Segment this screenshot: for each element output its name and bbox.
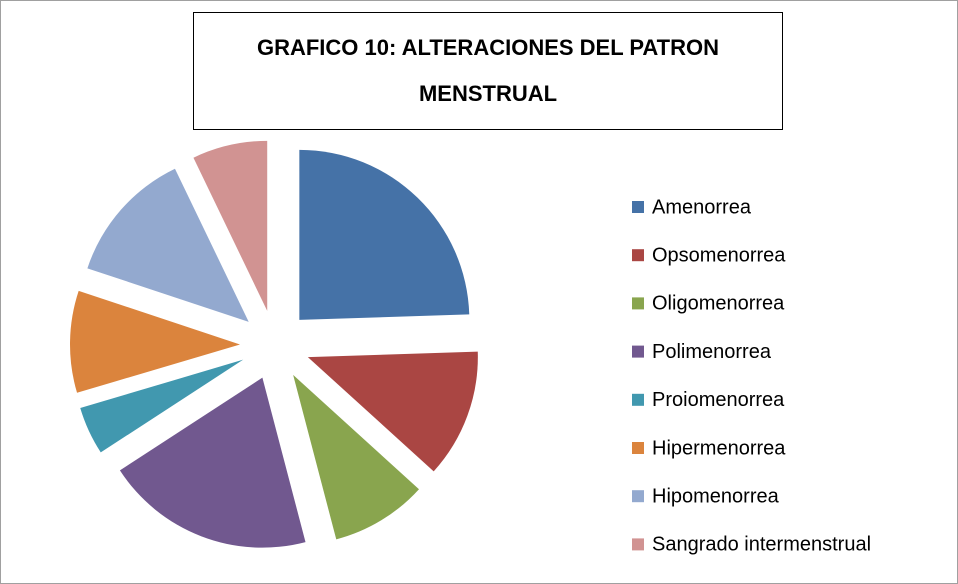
pie-slice — [293, 374, 419, 540]
pie-slice — [80, 359, 244, 453]
legend-label: Polimenorrea — [652, 341, 772, 363]
pie-slice — [70, 290, 241, 393]
legend-swatch — [632, 393, 644, 406]
legend-swatch — [632, 201, 644, 213]
legend-swatch — [632, 490, 644, 503]
legend-label: Sangrado intermenstrual — [652, 534, 871, 556]
legend-label: Hipermenorrea — [652, 437, 786, 459]
pie-slice — [307, 351, 478, 472]
legend-swatch — [632, 442, 644, 454]
chart-title: GRAFICO 10: ALTERACIONES DEL PATRON MENS… — [193, 12, 783, 130]
legend-label: Hipomenorrea — [652, 485, 780, 507]
legend-label: Proiomenorrea — [652, 389, 785, 411]
legend-swatch — [632, 345, 644, 358]
pie-slice — [193, 140, 268, 311]
legend-label: Oligomenorrea — [652, 293, 785, 315]
legend-label: Opsomenorrea — [652, 244, 786, 266]
pie-slice — [119, 377, 306, 548]
legend-swatch — [632, 297, 644, 310]
pie-slice — [87, 168, 249, 322]
legend-swatch — [632, 249, 644, 262]
legend-label: Amenorrea — [652, 196, 752, 218]
pie-slice — [299, 149, 470, 320]
legend-swatch — [632, 538, 644, 551]
